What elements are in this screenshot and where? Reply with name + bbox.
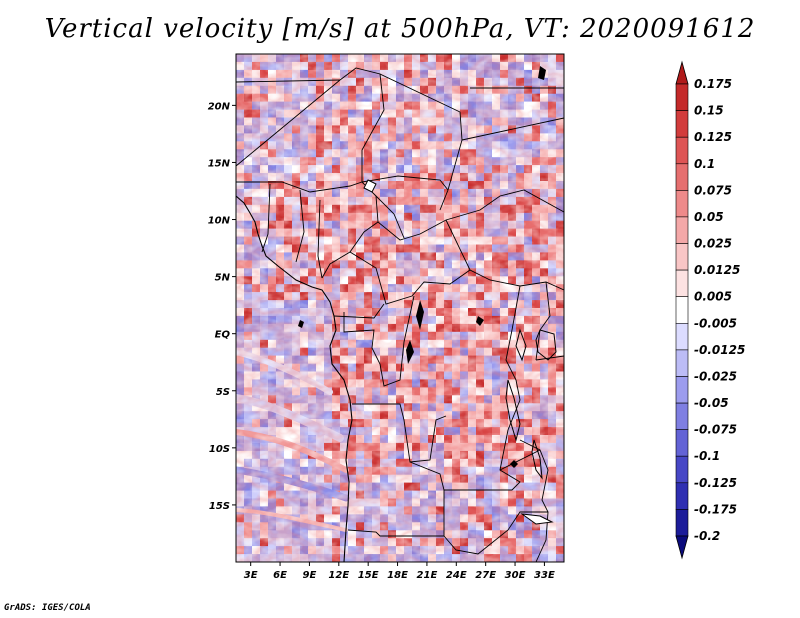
colorbar-label: -0.1: [694, 449, 720, 463]
colorbar-segment: [675, 376, 689, 404]
colorbar-label: -0.175: [694, 502, 737, 516]
x-tick-label: 24E: [446, 570, 467, 581]
colorbar-segment: [675, 402, 689, 431]
colorbar-label: 0.05: [694, 210, 724, 224]
colorbar-segment: [675, 190, 689, 218]
y-tick-label: 10N: [208, 216, 231, 227]
colorbar-label: 0.1: [694, 157, 715, 171]
colorbar-segment: [675, 429, 689, 457]
colorbar-label: -0.0125: [694, 343, 745, 357]
x-tick-label: 30E: [505, 570, 526, 581]
colorbar-label: 0.0125: [694, 263, 740, 277]
x-tick-label: 27E: [475, 570, 496, 581]
x-tick-label: 18E: [387, 570, 408, 581]
map-frame: [235, 53, 565, 563]
colorbar-label: -0.005: [694, 316, 737, 330]
colorbar-segment: [675, 243, 689, 271]
colorbar-label: 0.075: [694, 183, 732, 197]
map-area: [236, 54, 564, 562]
colorbar-label: 0.125: [694, 130, 732, 144]
colorbar-label: 0.175: [694, 77, 732, 91]
colorbar-max-arrow: [675, 60, 689, 85]
colorbar-segment: [675, 269, 689, 298]
colorbar-label: 0.025: [694, 237, 732, 251]
colorbar-segment: [675, 296, 689, 324]
colorbar-label: -0.2: [694, 529, 720, 543]
country-borders: [236, 67, 564, 562]
lakes: [363, 179, 557, 525]
field-texture: [236, 54, 564, 562]
y-tick-label: 15N: [208, 158, 231, 169]
x-tick-label: 21E: [417, 570, 438, 581]
colorbar-segment: [675, 509, 689, 537]
colorbar-label: 0.15: [694, 104, 724, 118]
x-tick-label: 6E: [273, 570, 287, 581]
x-axis: 3E 6E 9E 12E 15E 18E 21E 24E 27E 30E 33E: [244, 562, 555, 581]
grads-credit: GrADS: IGES/COLA: [4, 603, 91, 613]
chart-title: Vertical velocity [m/s] at 500hPa, VT: 2…: [44, 14, 756, 44]
x-tick-label: 3E: [244, 570, 258, 581]
y-tick-label: 5S: [216, 387, 230, 398]
contour-blobs: [298, 66, 546, 468]
colorbar-segment: [675, 455, 689, 484]
colorbar-segment: [675, 163, 689, 191]
colorbar-segment: [675, 83, 689, 111]
colorbar-segment: [675, 136, 689, 165]
y-tick-label: 20N: [208, 101, 231, 112]
x-tick-label: 12E: [328, 570, 349, 581]
colorbar: 0.175 0.15 0.125 0.1 0.075 0.05 0.025 0.0125 0.0…: [675, 60, 745, 560]
colorbar-label: -0.125: [694, 476, 737, 490]
colorbar-min-arrow: [675, 535, 689, 560]
y-tick-label: 5N: [215, 273, 231, 284]
colorbar-segment: [675, 110, 689, 138]
colorbar-label: -0.025: [694, 370, 737, 384]
x-tick-label: 15E: [358, 570, 379, 581]
y-tick-label: 15S: [209, 501, 230, 512]
y-tick-label: 10S: [209, 444, 230, 455]
colorbar-label: 0.005: [694, 290, 732, 304]
colorbar-label: -0.075: [694, 423, 737, 437]
colorbar-label: -0.05: [694, 396, 729, 410]
colorbar-segment: [675, 349, 689, 377]
colorbar-segment: [675, 216, 689, 244]
y-tick-label: EQ: [215, 330, 231, 341]
y-axis: 20N 15N 10N 5N EQ 5S 10S 15S: [208, 101, 236, 512]
colorbar-segment: [675, 482, 689, 510]
x-tick-label: 9E: [303, 570, 317, 581]
colorbar-segment: [675, 322, 689, 351]
x-tick-label: 33E: [534, 570, 555, 581]
